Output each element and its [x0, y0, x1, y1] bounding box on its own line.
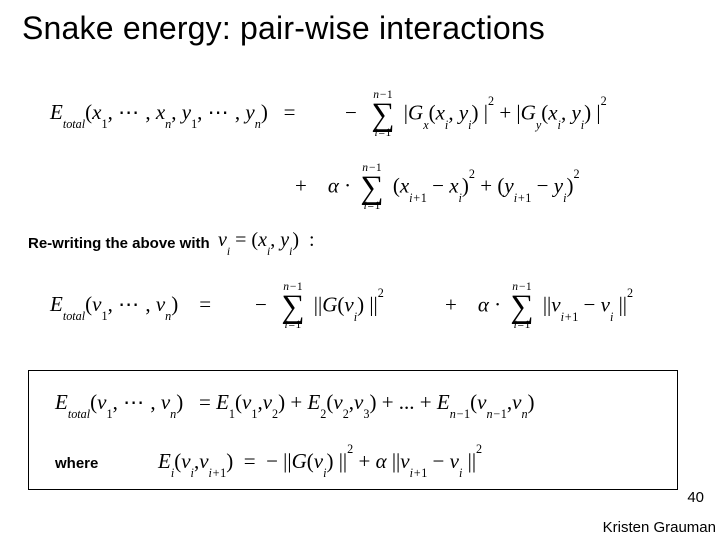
eq4: Ei(νi,νi+1) = − ||G(νi) ||2 + α ||νi+1 −…: [158, 449, 482, 477]
eq2-lhs: Etotal(ν1, ⋯ , νn) =: [50, 292, 211, 320]
eq2-rhs-term2: + α · n−1 ∑ i=1 ||νi+1 − νi ||2: [445, 282, 633, 331]
eq1-rhs-line1: − n−1 ∑ i=1 |Gx(xi, yi) |2 + |Gy(xi, yi)…: [345, 90, 607, 139]
sigma-icon: n−1 ∑ i=1: [281, 282, 304, 331]
eq2-rhs-term1: − n−1 ∑ i=1 ||G(νi) ||2: [255, 282, 384, 331]
author-credit: Kristen Grauman: [603, 519, 716, 536]
where-note: where: [55, 455, 98, 472]
vdef: νi = (xi, yi) :: [218, 229, 315, 254]
page-number: 40: [687, 489, 704, 506]
slide-title: Snake energy: pair-wise interactions: [22, 10, 545, 47]
eq1-lhs: Etotal(x1, ⋯ , xn, y1, ⋯ , yn) =: [50, 100, 295, 128]
sigma-icon: n−1 ∑ i=1: [371, 90, 394, 139]
eq1-rhs-line2: + α · n−1 ∑ i=1 (xi+1 − xi)2 + (yi+1 − y…: [295, 163, 580, 212]
rewrite-note: Re-writing the above with: [28, 235, 210, 252]
slide: Snake energy: pair-wise interactions Eto…: [0, 0, 720, 540]
eq3: Etotal(ν1, ⋯ , νn) = E1(ν1,ν2) + E2(ν2,ν…: [55, 390, 535, 418]
sigma-icon: n−1 ∑ i=1: [360, 163, 383, 212]
sigma-icon: n−1 ∑ i=1: [510, 282, 533, 331]
